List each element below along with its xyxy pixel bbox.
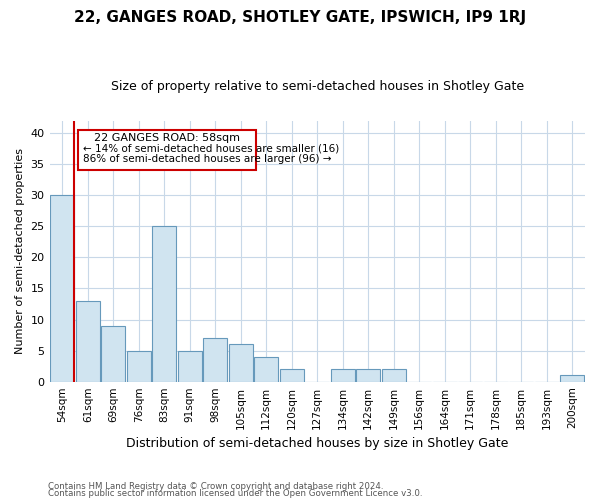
Title: Size of property relative to semi-detached houses in Shotley Gate: Size of property relative to semi-detach… <box>111 80 524 93</box>
Bar <box>50 195 74 382</box>
Bar <box>76 301 100 382</box>
Bar <box>203 338 227 382</box>
Text: Contains HM Land Registry data © Crown copyright and database right 2024.: Contains HM Land Registry data © Crown c… <box>48 482 383 491</box>
Bar <box>77 130 256 170</box>
Bar <box>229 344 253 382</box>
Text: 86% of semi-detached houses are larger (96) →: 86% of semi-detached houses are larger (… <box>83 154 331 164</box>
Bar <box>178 350 202 382</box>
Bar <box>101 326 125 382</box>
X-axis label: Distribution of semi-detached houses by size in Shotley Gate: Distribution of semi-detached houses by … <box>126 437 508 450</box>
Bar <box>280 369 304 382</box>
Bar <box>356 369 380 382</box>
Y-axis label: Number of semi-detached properties: Number of semi-detached properties <box>15 148 25 354</box>
Text: 22 GANGES ROAD: 58sqm: 22 GANGES ROAD: 58sqm <box>94 133 240 143</box>
Text: Contains public sector information licensed under the Open Government Licence v3: Contains public sector information licen… <box>48 489 422 498</box>
Bar <box>382 369 406 382</box>
Bar <box>331 369 355 382</box>
Bar <box>127 350 151 382</box>
Bar <box>152 226 176 382</box>
Bar <box>560 376 584 382</box>
Text: 22, GANGES ROAD, SHOTLEY GATE, IPSWICH, IP9 1RJ: 22, GANGES ROAD, SHOTLEY GATE, IPSWICH, … <box>74 10 526 25</box>
Text: ← 14% of semi-detached houses are smaller (16): ← 14% of semi-detached houses are smalle… <box>83 144 339 154</box>
Bar <box>254 357 278 382</box>
